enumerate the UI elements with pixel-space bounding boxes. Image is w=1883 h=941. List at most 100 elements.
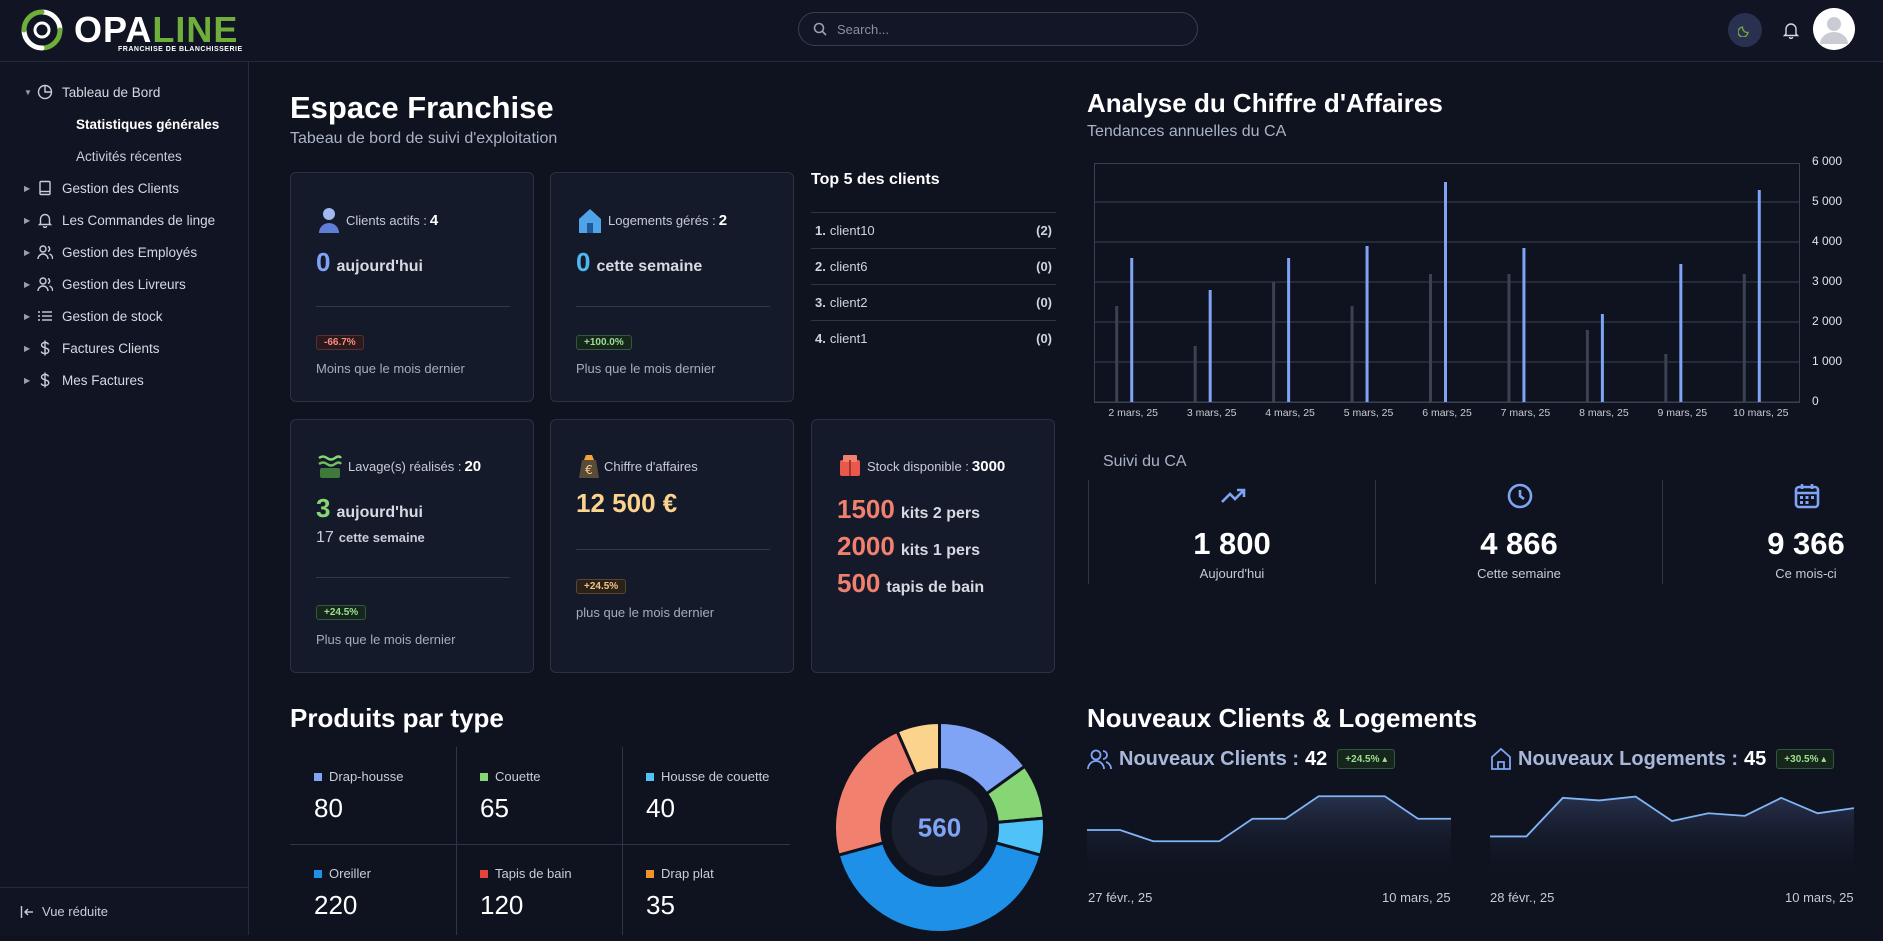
top5-row[interactable]: 4. client1 (0): [811, 320, 1056, 356]
user-avatar[interactable]: [1813, 8, 1855, 50]
ca-bar[interactable]: [1272, 282, 1276, 402]
produit-legend: Housse de couette: [646, 769, 769, 784]
produit-value: 220: [314, 890, 358, 920]
legend-swatch: [646, 869, 654, 878]
kpi-card-chiffre-affaires[interactable]: € Chiffre d'affaires 12 500 € +24.5% plu…: [550, 419, 794, 673]
theme-toggle-button[interactable]: [1728, 13, 1762, 47]
stock-quantity: 2000: [837, 531, 895, 561]
top5-name: client2: [829, 295, 868, 310]
suivi-today-label: Aujourd'hui: [1199, 566, 1265, 581]
divider: [576, 306, 770, 307]
produit-item: Tapis de bain 120: [456, 844, 623, 941]
kpi-card-clients[interactable]: Clients actifs :4 0 aujourd'hui -66.7% Mo…: [290, 172, 534, 402]
caret-right-icon: ▶: [24, 375, 31, 385]
caret-right-icon: ▶: [24, 279, 31, 289]
caret-right-icon: ▶: [24, 311, 31, 321]
brand-logo[interactable]: OPALINE FRANCHISE DE BLANCHISSERIE: [20, 6, 250, 56]
y-tick-label: 5 000: [1812, 194, 1843, 208]
ca-bar[interactable]: [1757, 190, 1761, 402]
ca-bar[interactable]: [1679, 264, 1683, 402]
ca-bar[interactable]: [1365, 246, 1369, 402]
kpi-card-logements[interactable]: Logements gérés :2 0 cette semaine +100.0…: [550, 172, 794, 402]
logements-end-date: 10 mars, 25: [1785, 890, 1854, 905]
money-bag-icon: €: [579, 455, 599, 478]
kpi-logements-foot: Plus que le mois dernier: [576, 361, 716, 376]
donut-slice[interactable]: [895, 720, 941, 777]
ca-bar[interactable]: [1208, 290, 1212, 402]
sidebar-subitem-activites[interactable]: Activités récentes: [76, 148, 182, 164]
sidebar-item-mes-factures[interactable]: ▶ Mes Factures: [0, 364, 249, 396]
top5-client: 4. client1: [815, 331, 867, 346]
sidebar-item-gestion-de-stock[interactable]: ▶ Gestion de stock: [0, 300, 249, 332]
kpi-card-stock[interactable]: Stock disponible :3000 1500 kits 2 pers 20…: [811, 419, 1055, 673]
ca-bar[interactable]: [1507, 274, 1511, 402]
ca-bar[interactable]: [1429, 274, 1432, 402]
sidebar-item-gestion-des-employes[interactable]: ▶ Gestion des Employés: [0, 236, 249, 268]
produit-label: Drap-housse: [329, 769, 404, 784]
sidebar-subitem-statistiques[interactable]: Statistiques générales: [76, 116, 220, 132]
sidebar-item-tableau-de-bord[interactable]: ▼ Tableau de Bord: [0, 76, 249, 108]
caret-right-icon: ▶: [24, 343, 31, 353]
users-icon: [1087, 749, 1112, 770]
top5-row[interactable]: 2. client6 (0): [811, 248, 1056, 284]
sidebar-item-gestion-des-clients[interactable]: ▶ Gestion des Clients: [0, 172, 249, 204]
y-tick-label: 0: [1812, 394, 1819, 408]
ca-bar[interactable]: [1742, 274, 1746, 402]
book-icon: [39, 180, 51, 196]
y-tick-label: 2 000: [1812, 314, 1843, 328]
sidebar-item-label: Gestion des Livreurs: [62, 276, 186, 292]
y-tick-label: 6 000: [1812, 154, 1843, 168]
ca-bar[interactable]: [1600, 314, 1604, 402]
house-icon: [579, 209, 601, 233]
ca-bar[interactable]: [1350, 306, 1354, 402]
produit-label: Oreiller: [329, 866, 371, 881]
search-input[interactable]: [837, 19, 1177, 39]
search-bar[interactable]: [798, 12, 1198, 46]
home-icon: [1491, 747, 1511, 770]
logo-mark-icon: [21, 9, 63, 51]
produit-value: 40: [646, 793, 675, 823]
ca-bar[interactable]: [1585, 330, 1589, 402]
nouveaux-title: Nouveaux Clients & Logements: [1087, 703, 1478, 733]
ca-bar[interactable]: [1664, 354, 1668, 402]
sidebar-item-factures-clients[interactable]: ▶ Factures Clients: [0, 332, 249, 364]
produit-value: 65: [480, 793, 509, 823]
ca-bar[interactable]: [1193, 346, 1197, 402]
kpi-lavages-badge: +24.5%: [316, 605, 367, 620]
ca-bar[interactable]: [1130, 258, 1134, 402]
caret-down-icon: ▼: [24, 87, 32, 97]
top5-count: (0): [1036, 259, 1052, 274]
top5-row[interactable]: 3. client2 (0): [811, 284, 1056, 320]
bell-icon: [1782, 23, 1800, 39]
sidebar-item-gestion-des-livreurs[interactable]: ▶ Gestion des Livreurs: [0, 268, 249, 300]
notifications-button[interactable]: [1776, 15, 1806, 45]
nouveaux-clients-badge: +24.5% ▴: [1337, 749, 1396, 769]
collapse-sidebar-button[interactable]: Vue réduite: [0, 887, 249, 935]
sidebar-item-label: Les Commandes de linge: [62, 212, 216, 228]
x-tick-label: 4 mars, 25: [1265, 407, 1315, 419]
kpi-card-lavages[interactable]: Lavage(s) réalisés :20 3 aujourd'hui 17 ce…: [290, 419, 534, 673]
produit-item: Drap plat 35: [622, 844, 789, 941]
ca-bar[interactable]: [1444, 182, 1447, 402]
x-tick-label: 3 mars, 25: [1186, 407, 1237, 419]
brand-name: OPALINE: [74, 9, 239, 50]
logements-start-date: 28 févr., 25: [1490, 890, 1555, 905]
kpi-lavages-foot: Plus que le mois dernier: [316, 632, 456, 647]
top5-row[interactable]: 1. client10 (2): [811, 212, 1056, 248]
client-icon: [319, 208, 339, 233]
top5-rank: 1.: [815, 223, 826, 238]
stock-line: 2000 kits 1 pers: [837, 531, 980, 562]
donut-slice[interactable]: [836, 840, 1043, 934]
kpi-ca-header: € Chiffre d'affaires: [576, 452, 698, 480]
ca-bar[interactable]: [1287, 258, 1291, 402]
nouveaux-logements-badge: +30.5% ▴: [1776, 749, 1835, 769]
dollar-icon: [40, 372, 50, 388]
ca-bar[interactable]: [1522, 248, 1526, 402]
kpi-logements-week: 0 cette semaine: [576, 247, 703, 277]
ca-bar[interactable]: [1115, 306, 1119, 402]
divider: [316, 577, 510, 578]
sidebar-item-les-commandes-de-linge[interactable]: ▶ Les Commandes de linge: [0, 204, 249, 236]
sidebar-item-label: Mes Factures: [62, 372, 144, 388]
analyse-title: Analyse du Chiffre d'Affaires: [1087, 88, 1443, 118]
sparkline-line: [1490, 795, 1854, 838]
